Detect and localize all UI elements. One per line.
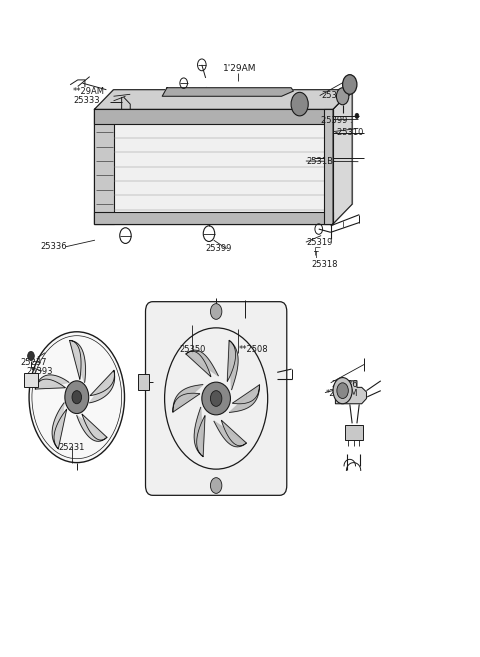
Text: *2450M: *2450M — [326, 390, 359, 398]
Circle shape — [333, 378, 352, 404]
Bar — [24, 373, 37, 388]
Ellipse shape — [202, 382, 230, 415]
Circle shape — [291, 93, 308, 116]
Text: T: T — [314, 251, 319, 260]
Text: 25386: 25386 — [332, 380, 358, 388]
Text: 25330-: 25330- — [321, 91, 350, 100]
Text: 25333A: 25333A — [171, 87, 203, 96]
Polygon shape — [229, 385, 259, 413]
Text: 25399 .: 25399 . — [321, 116, 353, 125]
Text: 25350: 25350 — [179, 345, 205, 354]
Polygon shape — [186, 350, 218, 376]
Polygon shape — [95, 90, 352, 109]
Circle shape — [210, 304, 222, 319]
Circle shape — [28, 351, 34, 361]
Polygon shape — [89, 371, 115, 403]
Polygon shape — [333, 90, 352, 224]
Text: **2508: **2508 — [239, 345, 269, 354]
FancyBboxPatch shape — [145, 302, 287, 495]
Polygon shape — [35, 375, 69, 389]
Text: 25319: 25319 — [307, 238, 333, 247]
Polygon shape — [214, 420, 246, 447]
Circle shape — [337, 383, 348, 399]
Text: 25318: 25318 — [312, 260, 338, 269]
Bar — [138, 374, 149, 390]
Polygon shape — [336, 381, 366, 404]
Text: 25237: 25237 — [21, 358, 47, 367]
Text: 25393: 25393 — [26, 367, 53, 376]
Circle shape — [336, 88, 349, 104]
Text: 2531B-: 2531B- — [307, 157, 337, 166]
Text: 25336: 25336 — [40, 242, 67, 251]
Text: 25399: 25399 — [205, 244, 232, 253]
Polygon shape — [121, 97, 130, 110]
Polygon shape — [52, 403, 67, 449]
Polygon shape — [70, 340, 85, 382]
Bar — [95, 109, 115, 224]
Polygon shape — [227, 340, 238, 390]
Polygon shape — [77, 414, 107, 442]
Text: 1'29AM: 1'29AM — [223, 64, 257, 73]
Text: 25231: 25231 — [59, 443, 85, 452]
Polygon shape — [173, 384, 203, 412]
Bar — [95, 212, 333, 224]
Polygon shape — [194, 407, 205, 457]
Circle shape — [65, 381, 89, 413]
Bar — [95, 109, 333, 224]
Bar — [345, 425, 363, 440]
Circle shape — [210, 391, 222, 406]
Circle shape — [355, 113, 359, 118]
Text: 25333: 25333 — [73, 97, 99, 105]
Circle shape — [343, 75, 357, 95]
Circle shape — [29, 332, 124, 463]
Circle shape — [72, 391, 82, 404]
Bar — [95, 109, 333, 124]
Bar — [324, 109, 333, 224]
Text: -25310: -25310 — [335, 127, 364, 137]
Text: **29AM: **29AM — [73, 87, 105, 96]
Polygon shape — [162, 88, 293, 97]
Circle shape — [210, 478, 222, 493]
